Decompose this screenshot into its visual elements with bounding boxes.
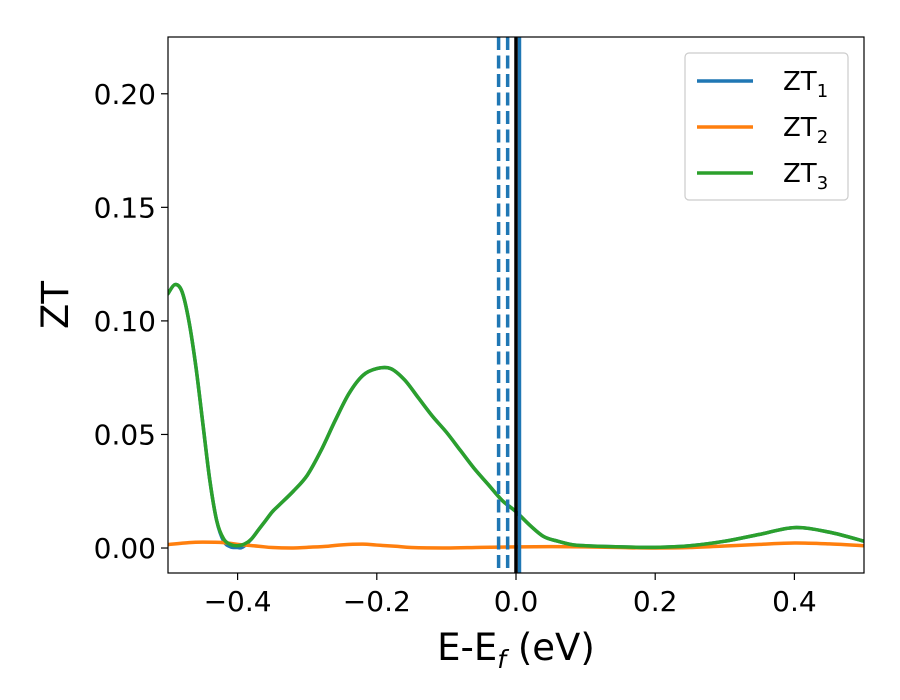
legend-label-zt2: ZT2	[783, 113, 828, 148]
series-line-zt3	[168, 282, 864, 550]
legend-label-zt3: ZT3	[783, 159, 828, 194]
series-line-zt2	[168, 540, 864, 550]
y-tick-label: 0.10	[94, 305, 156, 338]
x-axis-label: E-Ef (eV)	[437, 626, 595, 674]
y-tick-label: 0.05	[94, 418, 156, 451]
y-axis-label: ZT	[34, 281, 77, 329]
x-tick-label: −0.2	[343, 585, 411, 618]
legend-label-zt1: ZT1	[783, 67, 828, 102]
legend-box	[684, 52, 849, 201]
y-tick-label: 0.15	[94, 191, 156, 224]
y-tick-label: 0.20	[94, 78, 156, 111]
x-tick-label: 0.4	[772, 585, 817, 618]
x-tick-label: −0.4	[204, 585, 272, 618]
y-tick-label: 0.00	[94, 532, 156, 565]
x-tick-label: 0.0	[494, 585, 539, 618]
x-tick-label: 0.2	[633, 585, 678, 618]
